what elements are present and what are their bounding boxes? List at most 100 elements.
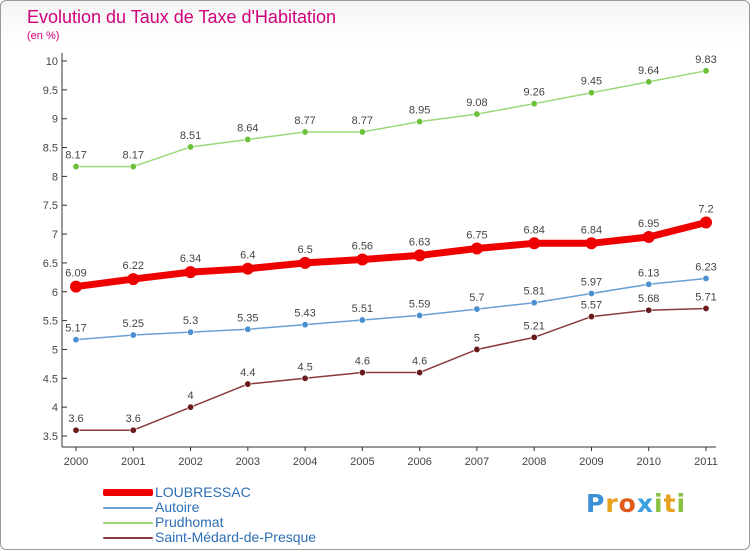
logo-letter: P [586,489,606,518]
data-point [129,331,137,339]
series-line [75,307,707,431]
data-point [416,311,424,319]
logo-letter: i [654,489,664,518]
x-tick-label: 2010 [636,456,660,468]
data-point [127,273,140,286]
y-tick-label: 6.5 [43,258,58,270]
data-label: 5 [474,332,480,344]
data-point [473,345,481,353]
data-label: 9.45 [581,76,602,88]
legend-label: Prudhomat [155,514,224,530]
data-point [241,262,254,275]
legend-swatch [103,537,153,539]
data-label: 6.56 [352,240,373,252]
data-point [299,256,312,269]
data-point [187,328,195,336]
legend-label: Autoire [155,499,200,515]
data-point [244,380,252,388]
series-line [72,219,710,291]
data-label: 6.84 [581,224,602,236]
y-tick-label: 5 [52,344,58,356]
logo-letter: o [618,489,637,518]
data-point [642,230,655,243]
data-label: 6.34 [180,253,201,265]
legend-item: LOUBRESSAC [103,484,363,500]
series-line [75,277,707,341]
data-label: 5.81 [523,286,544,298]
chart-legend: LOUBRESSAC Autoire Prudhomat Saint-Médard-d… [103,484,363,545]
data-label: 8.77 [294,115,315,127]
data-point [72,336,80,344]
logo-letter: i [676,489,687,518]
legend-swatch [103,489,153,496]
data-point [356,253,369,266]
data-point [645,280,653,288]
data-point [416,118,424,126]
data-label: 6.63 [409,236,430,248]
y-tick-label: 7.5 [43,200,58,212]
logo-letter: t [663,489,677,518]
data-point [129,426,137,434]
y-tick-label: 4.5 [43,373,58,385]
data-point [301,321,309,329]
data-point [645,306,653,314]
data-point [244,135,252,143]
x-tick-label: 2006 [407,456,431,468]
data-point [587,289,595,297]
legend-swatch [103,522,153,524]
data-label: 4.6 [355,356,370,368]
chart-title: Evolution du Taux de Taxe d'Habitation [27,7,336,27]
data-label: 9.08 [466,97,487,109]
data-label: 8.95 [409,105,430,117]
legend-label: Saint-Médard-de-Presque [155,529,317,545]
x-tick-label: 2003 [236,456,260,468]
legend-swatch [103,507,153,509]
data-point [358,316,366,324]
data-point [587,313,595,321]
data-label: 4 [187,390,193,402]
x-tick-label: 2004 [293,456,317,468]
data-point [187,403,195,411]
data-label: 5.43 [294,308,315,320]
proxiti-logo: Proxiti [586,489,686,518]
data-label: 8.64 [237,122,258,134]
data-point [702,304,710,312]
data-point [301,128,309,136]
data-label: 5.71 [695,292,716,304]
data-label: 5.97 [581,277,602,289]
data-label: 8.17 [65,150,86,162]
data-point [585,237,598,250]
legend-item: Prudhomat [103,514,363,530]
data-point [645,78,653,86]
data-point [72,426,80,434]
data-label: 4.5 [297,361,312,373]
data-label: 6.5 [297,244,312,256]
y-tick-label: 7 [52,229,58,241]
y-tick-label: 4 [52,402,58,414]
chart-subtitle: (en %) [27,30,60,42]
series-line [75,70,707,168]
data-point [702,67,710,75]
y-tick-label: 9 [52,114,58,126]
data-point [530,100,538,108]
legend-item: Saint-Médard-de-Presque [103,529,363,545]
legend-label: LOUBRESSAC [155,484,251,500]
data-label: 6.23 [695,262,716,274]
data-label: 8.77 [352,115,373,127]
data-point [587,89,595,97]
data-point [470,242,483,255]
data-point [358,128,366,136]
data-point [70,280,82,293]
data-label: 5.21 [523,320,544,332]
data-label: 5.3 [183,315,198,327]
y-tick-label: 5.5 [43,316,58,328]
data-label: 5.17 [65,323,86,335]
data-label: 5.57 [581,300,602,312]
data-point [244,325,252,333]
x-tick-label: 2000 [64,456,88,468]
y-tick-label: 8.5 [43,143,58,155]
data-label: 5.51 [352,303,373,315]
data-label: 8.51 [180,130,201,142]
x-tick-label: 2002 [178,456,202,468]
data-label: 5.7 [469,292,484,304]
